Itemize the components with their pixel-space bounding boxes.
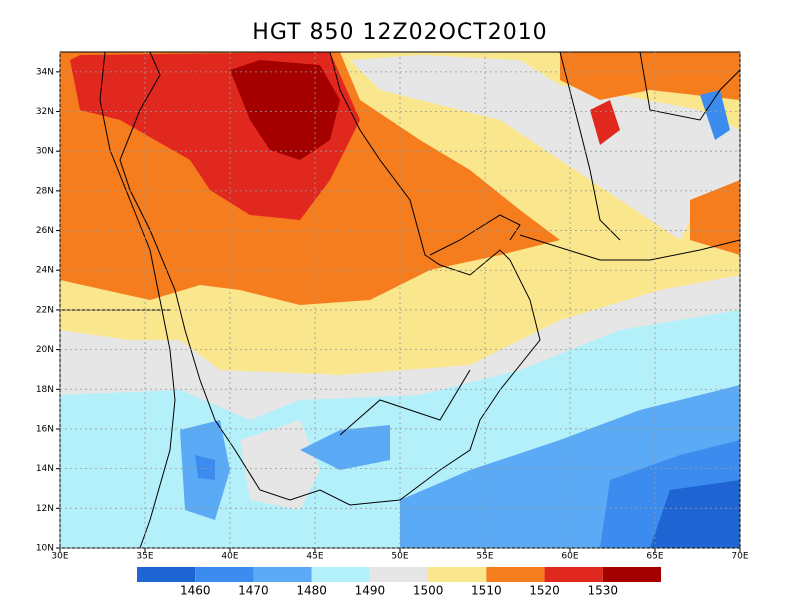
contour-region: [560, 52, 740, 100]
lon-tick-label: 30E: [51, 552, 68, 562]
lat-tick-label: 30N: [36, 147, 54, 157]
lon-tick-label: 40E: [221, 552, 238, 562]
colorbar-label: 1460: [180, 584, 211, 598]
coastlines: [60, 52, 740, 548]
colorbar-box: [544, 567, 603, 582]
lon-tick-label: 55E: [476, 552, 493, 562]
lon-tick-label: 70E: [731, 552, 748, 562]
lat-tick-label: 32N: [36, 107, 54, 117]
colorbar-label: 1530: [588, 584, 619, 598]
contour-region: [650, 480, 740, 548]
colorbar-label: 1470: [238, 584, 269, 598]
colorbar-box: [486, 567, 545, 582]
lat-tick-label: 34N: [36, 67, 54, 77]
lat-tick-label: 18N: [36, 385, 54, 395]
lon-tick-label: 35E: [136, 552, 153, 562]
map-title: HGT 850 12Z02OCT2010: [252, 20, 547, 45]
lat-tick-label: 20N: [36, 345, 54, 355]
colorbar-label: 1510: [471, 584, 502, 598]
lon-tick-label: 50E: [391, 552, 408, 562]
contour-region: [300, 425, 390, 470]
contour-region: [690, 180, 740, 255]
colorbar-label: 1480: [296, 584, 327, 598]
colorbar: 1460 1470 1480 1490 1500 1510 1520 1530: [137, 567, 661, 598]
colorbar-box: [137, 567, 196, 582]
lat-tick-label: 14N: [36, 464, 54, 474]
contour-region: [700, 90, 730, 140]
axis-labels: 30E 35E 40E 45E 50E 55E 60E 65E 70E 10N 12N 14N 16N 1…: [36, 67, 749, 561]
colorbar-box: [428, 567, 487, 582]
contour-region: [590, 100, 620, 145]
lat-tick-label: 28N: [36, 186, 54, 196]
contour-region: [195, 455, 215, 480]
lon-tick-label: 60E: [561, 552, 578, 562]
colorbar-label: 1490: [355, 584, 386, 598]
colorbar-label: 1500: [413, 584, 444, 598]
colorbar-label: 1520: [529, 584, 560, 598]
lat-tick-label: 12N: [36, 504, 54, 514]
colorbar-box: [602, 567, 661, 582]
lat-tick-label: 10N: [36, 544, 54, 554]
lat-tick-label: 24N: [36, 266, 54, 276]
contour-region: [230, 60, 340, 160]
contour-region: [350, 55, 740, 240]
colorbar-box: [253, 567, 312, 582]
colorbar-box: [311, 567, 370, 582]
lon-tick-label: 65E: [646, 552, 663, 562]
lat-tick-label: 22N: [36, 305, 54, 315]
colorbar-box: [369, 567, 429, 582]
contour-region: [240, 420, 320, 510]
lat-tick-label: 16N: [36, 424, 54, 434]
lon-tick-label: 45E: [306, 552, 323, 562]
lat-tick-label: 26N: [36, 226, 54, 236]
colorbar-box: [195, 567, 254, 582]
